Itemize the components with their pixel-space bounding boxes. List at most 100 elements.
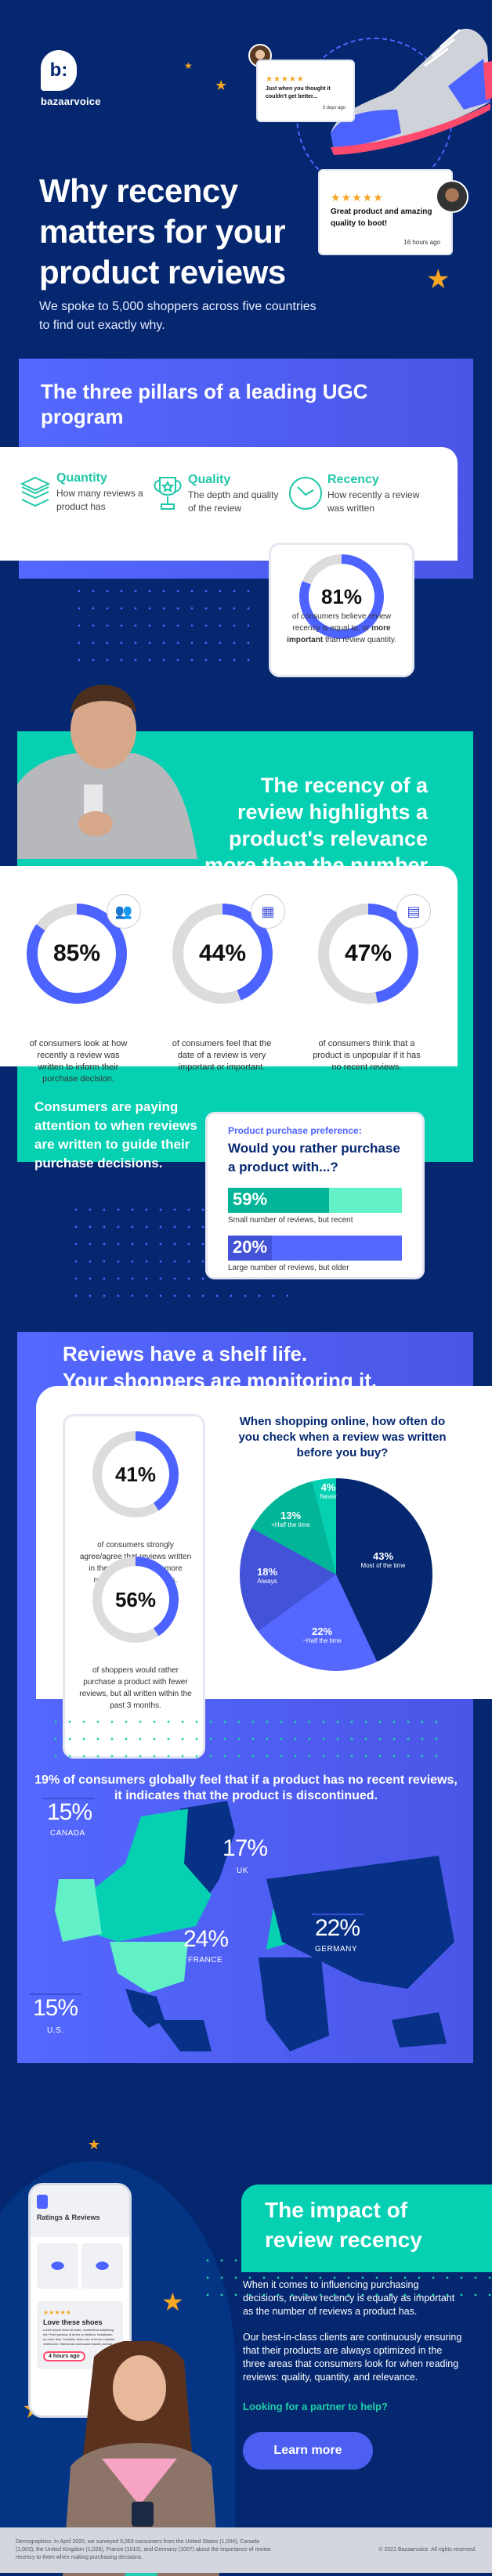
demographics-note: Demographics: In April 2020, we surveyed…: [16, 2539, 271, 2560]
pie-label-always: 18% Always: [248, 1566, 287, 1585]
bar-value: 59%: [233, 1189, 268, 1209]
stat-caption: of consumers feel that the date of a rev…: [172, 1039, 272, 1072]
pillar-quality-desc: The depth and quality of the review: [188, 489, 279, 514]
pie-category: ~Half the time: [302, 1637, 342, 1644]
donut-chart-47: 47%: [318, 904, 418, 1004]
dot-pattern: [201, 2252, 492, 2299]
pie-label-half: 22% ~Half the time: [295, 1625, 349, 1644]
review-text: Just when you thought it couldn't get be…: [266, 86, 331, 99]
cta-text: Looking for a partner to help?: [243, 2401, 388, 2412]
stat-value: 47%: [329, 915, 407, 993]
phone-review-title: Love these shoes: [43, 2318, 103, 2326]
donut-chart-41: 41%: [92, 1431, 179, 1517]
star-icon: ★: [184, 60, 193, 71]
review-time: 3 days ago: [322, 106, 345, 110]
pie-label-never: 4% Never: [317, 1481, 340, 1500]
attention-statement: Consumers are paying attention to when r…: [34, 1099, 197, 1171]
donut-chart-44: 44%: [172, 904, 273, 1004]
preference-question: Would you rather purchase a product with…: [228, 1141, 400, 1174]
brand-name: bazaarvoice: [41, 96, 101, 107]
pillar-quantity-desc: How many reviews a product has: [56, 488, 143, 512]
pie-value: 22%: [311, 1625, 333, 1637]
document-icon: ▤: [396, 894, 431, 929]
review-text: Great product and amazing quality to boo…: [331, 207, 432, 228]
phone-header-title: Ratings & Reviews: [37, 2213, 100, 2221]
impact-paragraph: When it comes to influencing purchasing …: [243, 2279, 455, 2317]
country-percent: 17%: [222, 1835, 268, 1861]
leader-line: [312, 1914, 364, 1915]
discontinued-statement: 19% of consumers globally feel that if a…: [34, 1773, 458, 1802]
calendar-icon: ▦: [251, 894, 285, 929]
caption-bold-text: more important: [287, 624, 391, 644]
footer: Demographics: In April 2020, we surveyed…: [0, 2527, 492, 2573]
man-with-phone-photo: [17, 684, 197, 859]
bar-value: 20%: [233, 1237, 268, 1257]
leader-line: [43, 1798, 95, 1799]
pie-chart-title: When shopping online, how often do you c…: [238, 1415, 447, 1459]
pie-label-less-half: 13% <Half the time: [263, 1510, 318, 1528]
preference-label: Product purchase preference:: [228, 1125, 362, 1136]
stat-caption: of consumers believe review recency is e…: [280, 611, 403, 646]
country-name: FRANCE: [188, 1956, 223, 1964]
impact-body: When it comes to influencing purchasing …: [243, 2278, 462, 2384]
pillar-recency-desc: How recently a review was written: [327, 489, 420, 514]
preference-card: Product purchase preference: Would you r…: [205, 1112, 425, 1279]
learn-more-button[interactable]: Learn more: [243, 2432, 373, 2470]
country-percent: 15%: [33, 1995, 78, 2021]
pie-value: 13%: [280, 1510, 302, 1521]
users-heart-icon: 👥: [107, 894, 141, 929]
country-name: GERMANY: [315, 1945, 358, 1954]
trophy-icon: [154, 477, 182, 510]
bar-caption: Large number of reviews, but older: [228, 1264, 349, 1272]
phone-header: Ratings & Reviews: [31, 2185, 129, 2237]
pillar-quality-name: Quality: [188, 473, 231, 486]
bar-fill: [228, 1236, 272, 1261]
donut-chart-81: 81%: [299, 554, 384, 639]
dot-pattern: [72, 583, 260, 669]
country-percent: 22%: [315, 1915, 360, 1941]
layers-icon: [20, 476, 50, 507]
caption-text: than review quantity.: [323, 636, 396, 644]
pie-category: <Half the time: [271, 1521, 310, 1528]
pie-value: 18%: [256, 1566, 278, 1578]
pie-chart: 43% Most of the time 22% ~Half the time 18…: [240, 1478, 432, 1671]
world-map: [55, 1801, 454, 2051]
bazaarvoice-logo-icon[interactable]: b:: [41, 50, 77, 91]
country-name: UK: [237, 1867, 248, 1875]
bar-caption: Small number of reviews, but recent: [228, 1216, 353, 1225]
rating-stars-icon: ★★★★★: [266, 75, 305, 84]
stat-value: 56%: [102, 1566, 169, 1633]
sneaker-thumbnail[interactable]: ⬬: [81, 2243, 123, 2289]
stat-value: 85%: [38, 915, 116, 993]
bar-fill: [228, 1188, 329, 1213]
country-name: U.S.: [47, 2026, 64, 2035]
phone-review-body: Lorem ipsum dolor sit amet, consectetur …: [43, 2328, 115, 2346]
pie-value: 43%: [372, 1550, 394, 1562]
pillars-card: [0, 447, 458, 561]
impact-paragraph: Our best-in-class clients are continuous…: [243, 2332, 462, 2383]
stat-value: 44%: [183, 915, 262, 993]
caption-text: of consumers believe review recency is e…: [291, 612, 392, 633]
sneaker-image: [331, 28, 492, 155]
pillars-title: The three pillars of a leading UGC progr…: [41, 380, 368, 428]
star-icon: ★: [426, 265, 450, 294]
country-name: CANADA: [50, 1829, 85, 1838]
stat-caption: of shoppers would rather purchase a prod…: [79, 1666, 192, 1710]
star-icon: ★: [215, 78, 228, 93]
review-card: ★★★★★ Just when you thought it couldn't …: [256, 60, 355, 122]
title-line: Reviews have a shelf life.: [63, 1342, 308, 1366]
hero-subtitle: We spoke to 5,000 shoppers across five c…: [39, 300, 317, 332]
bottle-icon: [37, 2195, 48, 2209]
pillar-quantity-name: Quantity: [56, 471, 107, 485]
country-percent: 15%: [47, 1799, 92, 1825]
bar-track-recent: 59%: [228, 1188, 402, 1213]
sandal-thumbnail[interactable]: ⬬: [37, 2243, 78, 2289]
clock-icon: [289, 477, 322, 510]
pillar-recency-name: Recency: [327, 473, 379, 486]
time-badge: 4 hours ago: [43, 2351, 85, 2361]
pie-category: Most of the time: [360, 1562, 406, 1569]
rating-stars-icon: ★★★★★: [331, 191, 384, 204]
rating-stars-icon: ★★★★★: [43, 2309, 71, 2316]
page-title: Why recency matters for your product rev…: [39, 172, 286, 290]
pie-value: 4%: [320, 1481, 336, 1493]
